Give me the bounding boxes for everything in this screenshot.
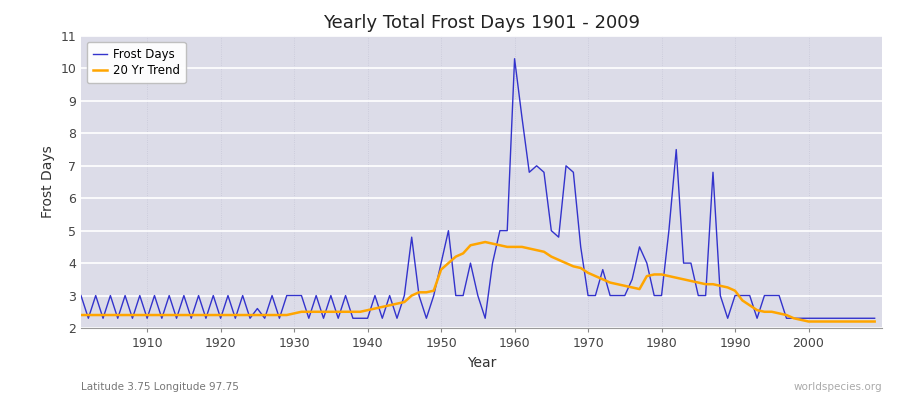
Title: Yearly Total Frost Days 1901 - 2009: Yearly Total Frost Days 1901 - 2009 [323,14,640,32]
Frost Days [83,316,94,321]
20 Yr Trend [509,244,520,249]
Frost Days [517,115,527,120]
20 Yr Trend [605,280,616,285]
20 Yr Trend [340,309,351,314]
20 Yr Trend [76,313,86,318]
Frost Days [524,170,535,175]
20 Yr Trend [480,240,491,244]
Frost Days [141,316,152,321]
Line: Frost Days: Frost Days [81,59,875,318]
20 Yr Trend [803,319,814,324]
Line: 20 Yr Trend: 20 Yr Trend [81,242,875,322]
Frost Days [612,293,623,298]
X-axis label: Year: Year [467,356,496,370]
Y-axis label: Frost Days: Frost Days [40,146,55,218]
Frost Days [869,316,880,321]
20 Yr Trend [869,319,880,324]
Frost Days [347,316,358,321]
Frost Days [303,316,314,321]
20 Yr Trend [296,309,307,314]
20 Yr Trend [134,313,145,318]
Text: worldspecies.org: worldspecies.org [794,382,882,392]
Frost Days [76,293,86,298]
Legend: Frost Days, 20 Yr Trend: Frost Days, 20 Yr Trend [87,42,185,83]
20 Yr Trend [517,244,527,249]
Text: Latitude 3.75 Longitude 97.75: Latitude 3.75 Longitude 97.75 [81,382,239,392]
Frost Days [509,56,520,61]
